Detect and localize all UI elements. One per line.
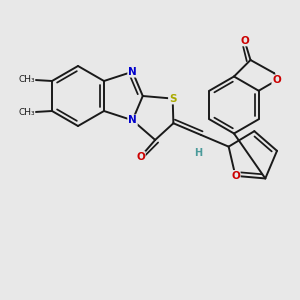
Text: N: N: [128, 67, 137, 77]
Text: O: O: [240, 35, 249, 46]
Text: O: O: [231, 171, 240, 181]
Text: CH₃: CH₃: [18, 75, 35, 84]
Text: O: O: [136, 152, 145, 162]
Text: CH₃: CH₃: [18, 108, 35, 117]
Text: H: H: [194, 148, 202, 158]
Text: S: S: [169, 94, 176, 103]
Text: O: O: [272, 75, 281, 85]
Text: N: N: [128, 115, 137, 125]
